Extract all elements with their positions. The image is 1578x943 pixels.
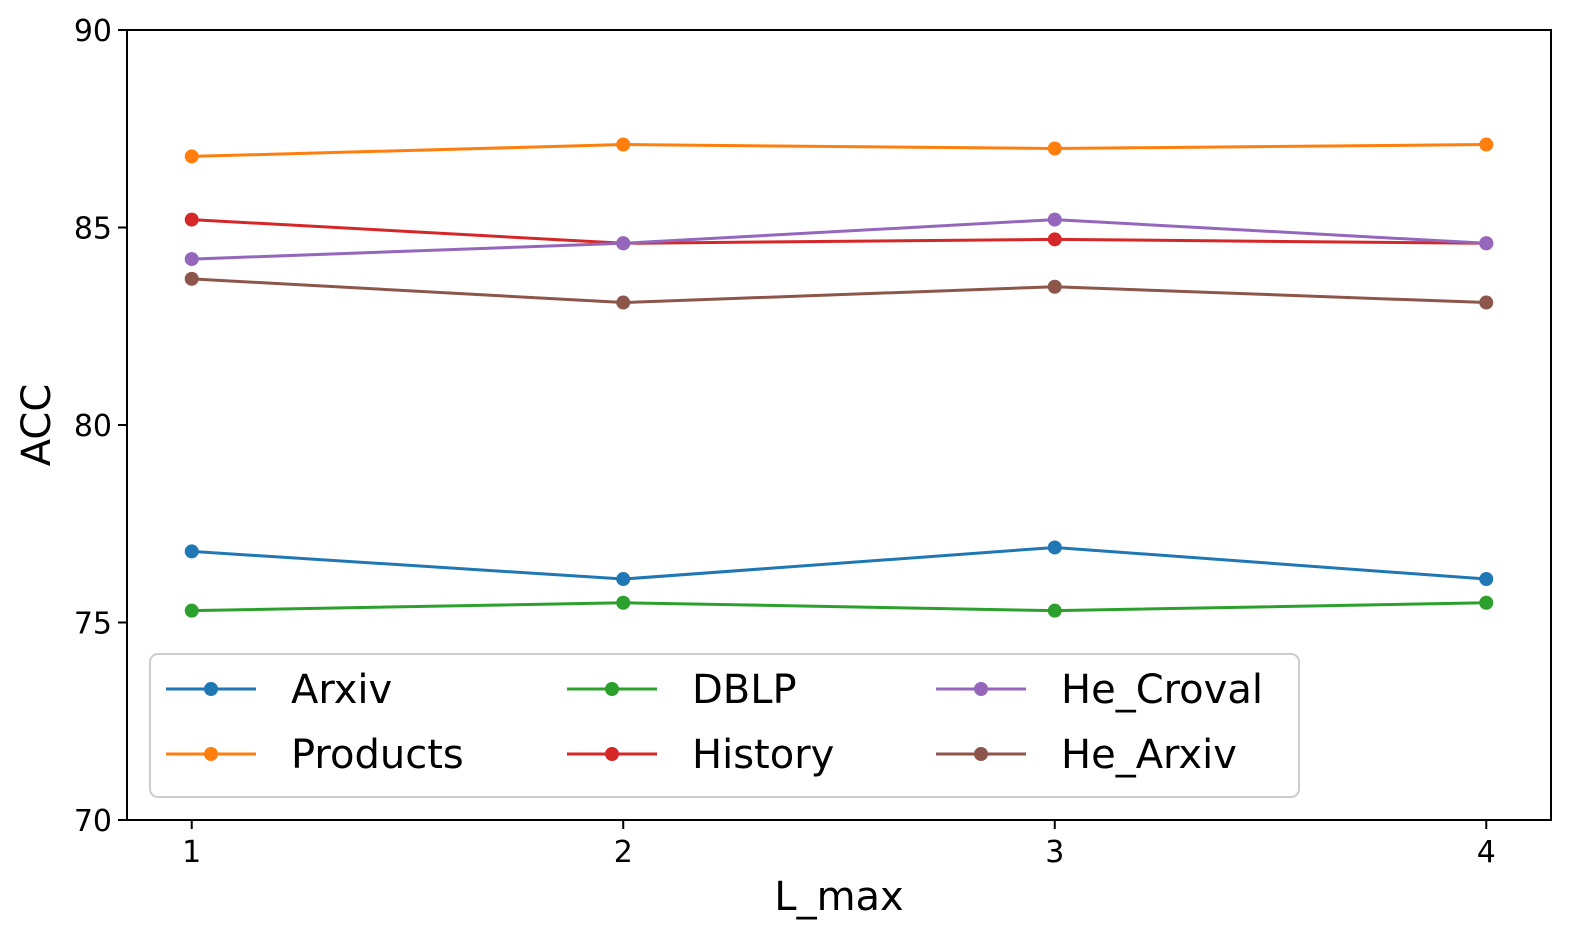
x-axis-label: L_max — [774, 874, 903, 920]
series-line-products — [190, 143, 1488, 158]
data-point-arxiv — [1047, 540, 1062, 555]
series-he-arxiv — [184, 271, 1494, 310]
legend: Arxiv Products DBLP History He_Croval He_Arxi… — [149, 653, 1300, 798]
data-point-products — [1047, 141, 1062, 156]
y-tick-label: 70 — [74, 804, 112, 839]
series-arxiv — [184, 540, 1494, 587]
data-point-products — [1479, 137, 1494, 152]
data-point-history — [184, 212, 199, 227]
y-tick-label: 85 — [74, 212, 112, 247]
series-line-he-arxiv — [190, 277, 1488, 305]
y-axis: 70 75 80 85 90 — [74, 14, 127, 839]
x-tick-label: 4 — [1477, 835, 1496, 870]
legend-label: DBLP — [692, 667, 797, 713]
x-tick-label: 3 — [1045, 835, 1064, 870]
x-axis: 1 2 3 4 — [182, 820, 1496, 870]
data-point-dblp — [616, 595, 631, 610]
y-axis-label: ACC — [14, 384, 60, 467]
data-point-he-arxiv — [1047, 279, 1062, 294]
legend-label: Products — [291, 732, 464, 778]
data-point-he-arxiv — [1479, 295, 1494, 310]
legend-item-he-croval: He_Croval — [936, 667, 1263, 713]
data-point-arxiv — [1479, 572, 1494, 587]
data-point-he-arxiv — [616, 295, 631, 310]
legend-swatch-marker — [974, 747, 988, 761]
data-point-products — [184, 149, 199, 164]
y-tick-label: 75 — [74, 607, 112, 642]
data-point-dblp — [1479, 595, 1494, 610]
series-he-croval — [184, 212, 1494, 267]
legend-item-dblp: DBLP — [567, 667, 797, 713]
legend-label: He_Arxiv — [1061, 732, 1237, 778]
y-tick-label: 80 — [74, 409, 112, 444]
x-tick-label: 2 — [614, 835, 633, 870]
series-line-he-croval — [190, 218, 1488, 261]
series-line-dblp — [190, 601, 1488, 613]
y-tick-label: 90 — [74, 14, 112, 49]
legend-swatch-marker — [605, 682, 619, 696]
data-point-dblp — [1047, 603, 1062, 618]
legend-swatch-marker — [974, 682, 988, 696]
data-point-arxiv — [616, 572, 631, 587]
data-point-he-arxiv — [184, 271, 199, 286]
data-point-history — [1047, 232, 1062, 247]
data-point-he-croval — [1047, 212, 1062, 227]
data-point-arxiv — [184, 544, 199, 559]
legend-item-history: History — [567, 732, 834, 778]
legend-label: History — [692, 732, 834, 778]
legend-item-he-arxiv: He_Arxiv — [936, 732, 1237, 778]
data-point-he-croval — [616, 236, 631, 251]
data-point-he-croval — [184, 252, 199, 267]
legend-swatch-marker — [204, 747, 218, 761]
data-point-dblp — [184, 603, 199, 618]
legend-label: He_Croval — [1061, 667, 1263, 713]
legend-swatch-marker — [605, 747, 619, 761]
data-point-products — [616, 137, 631, 152]
series-line-history — [190, 218, 1488, 245]
legend-label: Arxiv — [291, 667, 392, 713]
legend-swatch-marker — [204, 682, 218, 696]
legend-item-arxiv: Arxiv — [166, 667, 392, 713]
x-tick-label: 1 — [182, 835, 201, 870]
data-point-he-croval — [1479, 236, 1494, 251]
series-products — [184, 137, 1494, 164]
series-line-arxiv — [190, 545, 1488, 581]
series-layer — [184, 137, 1494, 618]
series-dblp — [184, 595, 1494, 618]
legend-item-products: Products — [166, 732, 464, 778]
